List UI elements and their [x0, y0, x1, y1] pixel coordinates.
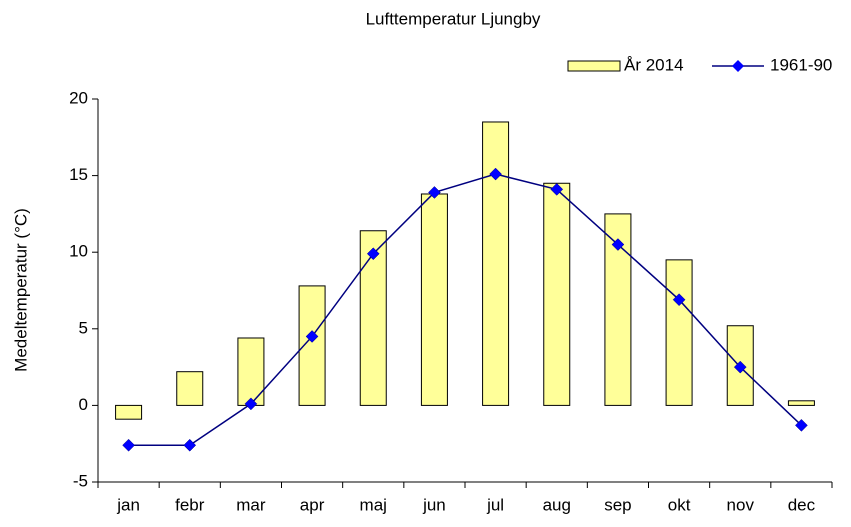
legend-label: År 2014	[624, 55, 684, 74]
x-tick-label: jul	[486, 495, 504, 514]
marker	[305, 330, 319, 343]
x-tick-label: jun	[422, 495, 446, 514]
marker	[489, 167, 502, 181]
x-tick-label: sep	[604, 495, 631, 514]
bar	[115, 404, 143, 420]
y-axis-label: Medeltemperatur (°C)	[11, 208, 30, 372]
marker	[122, 438, 135, 452]
chart-title: Lufttemperatur Ljungby	[366, 9, 541, 28]
x-tick-label: aug	[543, 495, 571, 514]
bar	[482, 121, 510, 406]
legend-label: 1961-90	[770, 55, 832, 74]
y-tick-label: 0	[79, 395, 88, 414]
x-tick-label: mar	[236, 495, 266, 514]
y-tick-label: 10	[69, 242, 88, 261]
x-tick-label: jan	[116, 495, 140, 514]
marker	[428, 186, 441, 199]
bar	[237, 337, 265, 406]
x-tick-label: dec	[788, 495, 816, 514]
bar	[665, 259, 693, 406]
x-tick-label: febr	[175, 495, 205, 514]
legend-marker	[732, 60, 744, 72]
x-tick-label: okt	[668, 495, 691, 514]
marker	[733, 360, 747, 374]
bar	[787, 400, 815, 406]
y-tick-label: 5	[79, 318, 88, 337]
marker	[611, 238, 625, 251]
line	[128, 173, 802, 446]
x-tick-label: nov	[727, 495, 755, 514]
marker	[183, 438, 197, 452]
marker	[244, 397, 258, 411]
y-tick-label: 20	[69, 88, 88, 107]
marker	[795, 418, 808, 432]
legend-swatch	[567, 60, 621, 72]
x-tick-label: maj	[360, 495, 387, 514]
marker	[366, 247, 380, 261]
bar	[176, 371, 204, 406]
y-tick-label: 15	[69, 165, 88, 184]
bar	[420, 193, 448, 406]
x-tick-label: apr	[300, 495, 325, 514]
y-tick-label: -5	[73, 471, 88, 490]
bar	[543, 182, 571, 406]
marker	[550, 183, 564, 196]
marker	[672, 293, 686, 307]
